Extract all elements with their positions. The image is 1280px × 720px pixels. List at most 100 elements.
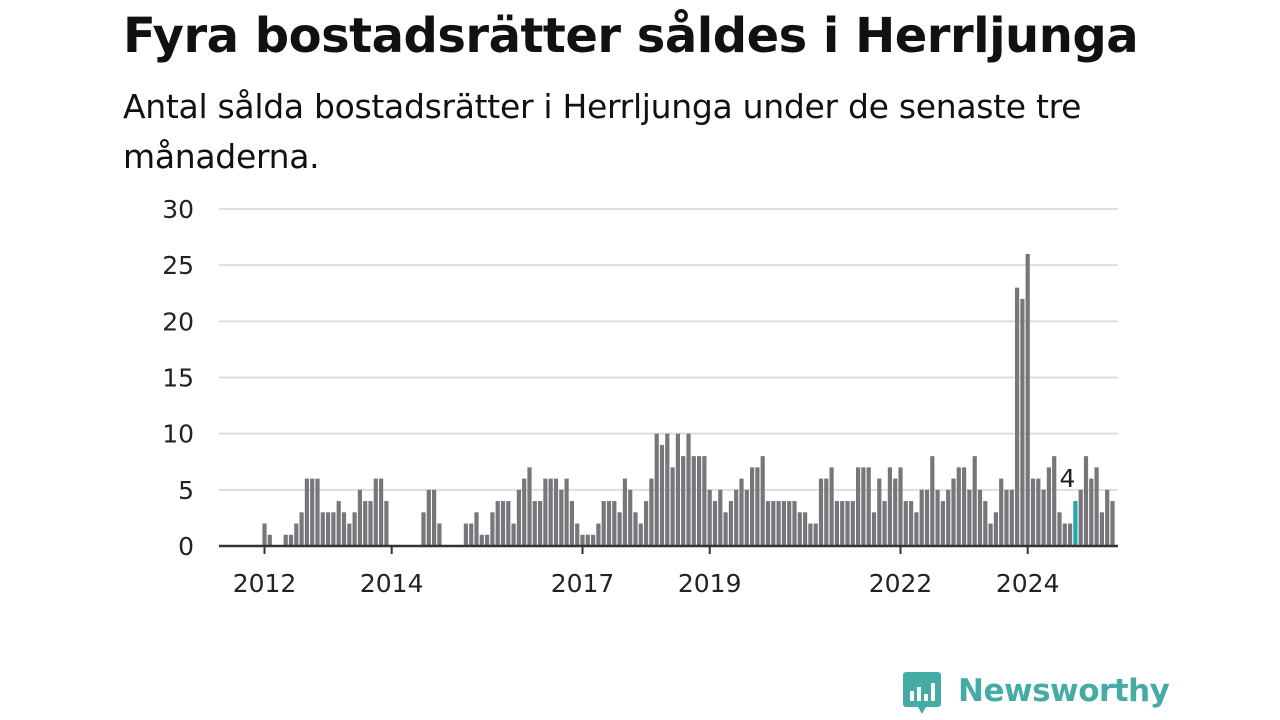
bar [596,523,601,546]
bar [421,512,426,546]
bar [437,523,442,546]
bar [723,512,728,546]
bar [1046,467,1051,546]
bar [877,478,882,546]
bar [644,501,649,546]
bar [1099,512,1104,546]
bar [834,501,839,546]
bar [1030,478,1036,546]
bar [543,478,548,546]
bar [283,534,288,546]
bar [649,478,654,546]
bar [787,501,792,546]
newsworthy-logo-icon [903,672,941,714]
bar [654,433,659,546]
bar [882,501,887,546]
bar [585,534,590,546]
bar [294,523,299,546]
bar [691,456,696,546]
bar [1025,253,1030,546]
bar [262,523,267,546]
bar [871,512,877,546]
bar [893,478,898,546]
y-axis-tick-labels: 0 5 10 15 20 25 30 [162,195,194,561]
y-tick-label-20: 20 [162,307,194,336]
bar [612,501,617,546]
bar [326,512,331,546]
bar [622,478,627,546]
chart-title: Fyra bostadsrätter såldes i Herrljunga [123,8,1139,64]
bar [813,523,818,546]
bar [617,512,622,546]
bar [1068,523,1073,546]
newsworthy-logo: Newsworthy [902,670,1170,718]
bar [575,523,580,546]
bar [500,501,506,546]
bar [633,512,638,546]
bar [379,478,384,546]
bar [1041,489,1046,546]
bar [304,478,309,546]
bar [739,478,744,546]
x-tick-label-2014: 2014 [360,569,424,598]
bar [357,489,362,546]
bar [946,489,951,546]
bar [1094,467,1099,546]
bar [898,467,903,546]
bar [840,501,845,546]
bar [776,501,781,546]
bar [628,489,633,546]
bar [924,489,930,546]
bar [659,444,665,546]
bar [903,501,908,546]
bar [532,501,537,546]
bar [527,467,532,546]
bar [1015,287,1020,546]
bar [490,512,495,546]
bars [262,253,1115,546]
bar [1052,456,1057,546]
bar [808,523,813,546]
bar [601,501,606,546]
bar [288,534,294,546]
bar [728,501,733,546]
bar [373,478,378,546]
y-tick-label-15: 15 [162,364,194,393]
bar [702,456,707,546]
bar [1062,523,1067,546]
bar [967,489,972,546]
bar [511,523,516,546]
y-tick-label-5: 5 [178,476,194,505]
bar [479,534,484,546]
bar [267,534,272,546]
bar [495,501,500,546]
bar [1110,501,1115,546]
bar [1083,456,1089,546]
bar [463,523,468,546]
bar [919,489,924,546]
bar [686,433,691,546]
bar [516,489,521,546]
bar [760,456,765,546]
bar [320,512,325,546]
bar [638,523,643,546]
bar [336,501,341,546]
bar [956,467,961,546]
bar [347,523,352,546]
bar [553,478,559,546]
bar [962,467,967,546]
bar [972,456,977,546]
bar [474,512,479,546]
y-tick-label-30: 30 [162,195,194,224]
bar [506,501,511,546]
bar-highlight [1073,501,1078,546]
bar [930,456,935,546]
bar [1105,489,1110,546]
bar [940,501,945,546]
bar [569,501,574,546]
bar [914,512,919,546]
bar [1036,478,1041,546]
x-tick-label-2012: 2012 [233,569,297,598]
bar [988,523,993,546]
